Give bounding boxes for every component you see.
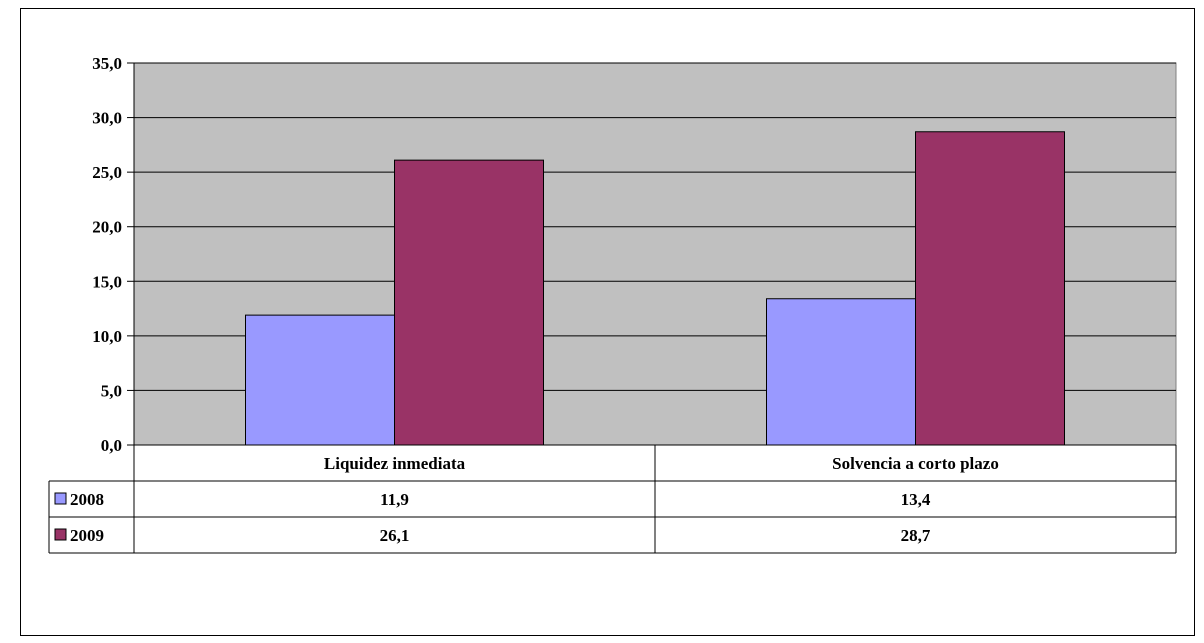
y-tick-label: 0,0 (101, 436, 122, 455)
y-tick-label: 15,0 (92, 272, 122, 291)
bar-2008-1 (766, 298, 916, 446)
data-label: 28,7 (901, 526, 931, 545)
category-label: Liquidez inmediata (324, 454, 466, 473)
bar-2009-0 (394, 159, 544, 446)
y-tick-label: 5,0 (101, 381, 122, 400)
y-tick-label: 35,0 (92, 54, 122, 73)
data-label: 11,9 (380, 490, 409, 509)
legend-label: 2009 (70, 526, 104, 545)
bar-2009-1 (915, 131, 1065, 446)
legend-key-2009 (54, 528, 67, 541)
category-label: Solvencia a corto plazo (832, 454, 999, 473)
y-tick-label: 10,0 (92, 327, 122, 346)
bar-2008-0 (245, 314, 395, 446)
data-label: 26,1 (380, 526, 410, 545)
data-label: 13,4 (901, 490, 931, 509)
legend-label: 2008 (70, 490, 104, 509)
y-tick-label: 30,0 (92, 109, 122, 128)
y-tick-label: 20,0 (92, 218, 122, 237)
y-tick-label: 25,0 (92, 163, 122, 182)
legend-key-2008 (54, 492, 67, 505)
